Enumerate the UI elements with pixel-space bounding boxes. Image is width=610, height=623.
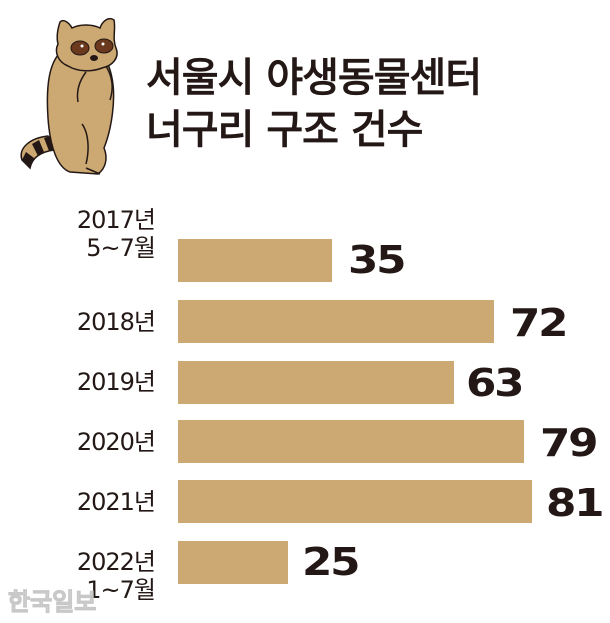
value-label: 63 — [466, 361, 525, 405]
bar — [178, 239, 332, 282]
category-label: 2022년 1~7월 — [76, 548, 156, 604]
category-label: 2018년 — [76, 308, 156, 336]
value-label: 72 — [510, 301, 569, 345]
bar — [178, 361, 454, 404]
value-label: 79 — [540, 421, 599, 465]
title-line-2: 너구리 구조 건수 — [146, 107, 423, 153]
raccoon-icon — [20, 17, 118, 175]
chart-title: 서울시 야생동물센터 너구리 구조 건수 — [146, 52, 482, 156]
value-label: 35 — [348, 238, 407, 282]
category-label: 2017년 5~7월 — [76, 206, 156, 262]
publisher-watermark: 한국일보 — [7, 588, 97, 617]
bar — [178, 420, 524, 463]
value-label: 25 — [302, 540, 361, 584]
value-label: 81 — [546, 481, 605, 525]
category-label: 2019년 — [76, 368, 156, 396]
category-label: 2020년 — [76, 428, 156, 456]
category-label: 2021년 — [76, 488, 156, 516]
title-line-1: 서울시 야생동물센터 — [146, 55, 482, 101]
bar — [178, 480, 532, 523]
bar — [178, 541, 288, 584]
bar — [178, 300, 494, 343]
